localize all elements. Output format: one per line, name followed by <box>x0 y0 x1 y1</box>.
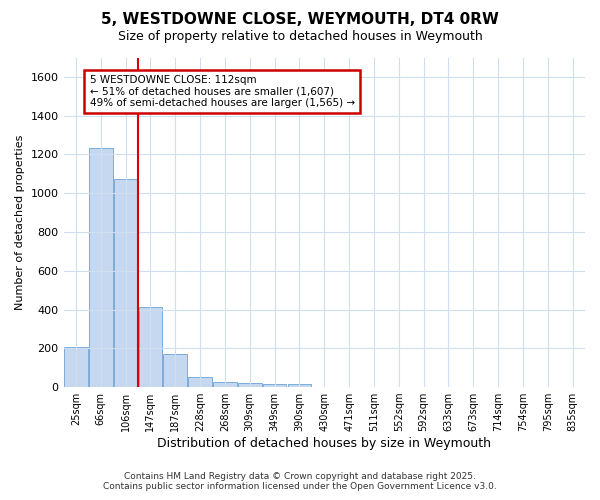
Text: Size of property relative to detached houses in Weymouth: Size of property relative to detached ho… <box>118 30 482 43</box>
Bar <box>188 378 212 387</box>
Text: 5, WESTDOWNE CLOSE, WEYMOUTH, DT4 0RW: 5, WESTDOWNE CLOSE, WEYMOUTH, DT4 0RW <box>101 12 499 28</box>
Y-axis label: Number of detached properties: Number of detached properties <box>15 134 25 310</box>
Bar <box>64 348 88 387</box>
Bar <box>114 178 137 387</box>
Bar <box>238 383 262 387</box>
X-axis label: Distribution of detached houses by size in Weymouth: Distribution of detached houses by size … <box>157 437 491 450</box>
Text: Contains HM Land Registry data © Crown copyright and database right 2025.
Contai: Contains HM Land Registry data © Crown c… <box>103 472 497 491</box>
Bar <box>139 306 162 387</box>
Bar <box>213 382 237 387</box>
Bar <box>89 148 113 387</box>
Text: 5 WESTDOWNE CLOSE: 112sqm
← 51% of detached houses are smaller (1,607)
49% of se: 5 WESTDOWNE CLOSE: 112sqm ← 51% of detac… <box>89 75 355 108</box>
Bar <box>287 384 311 387</box>
Bar <box>263 384 286 387</box>
Bar <box>163 354 187 387</box>
